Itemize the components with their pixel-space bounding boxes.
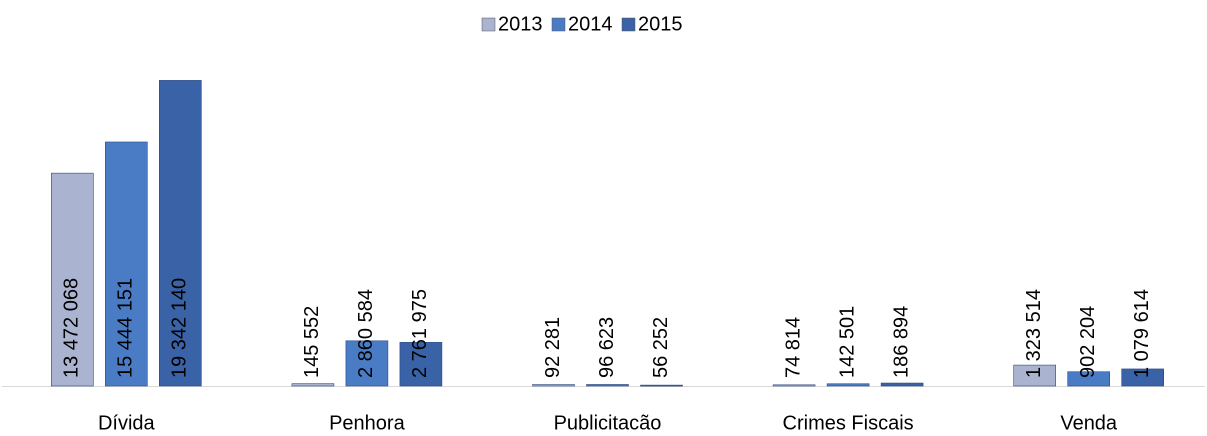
- bar: [532, 384, 575, 387]
- bar: [880, 382, 924, 387]
- value-label: 1 079 614: [1131, 289, 1153, 378]
- legend-label: 2015: [638, 13, 683, 35]
- legend-swatch: [621, 17, 636, 32]
- value-label: 96 623: [596, 317, 618, 378]
- bar: [159, 80, 202, 387]
- bar: [1013, 364, 1057, 387]
- legend-label: 2013: [498, 13, 543, 35]
- value-label: 92 281: [542, 317, 564, 378]
- bar: [345, 340, 389, 387]
- x-tick-label: Penhora: [329, 412, 405, 434]
- legend-label: 2014: [568, 13, 613, 35]
- bar: [105, 141, 148, 387]
- x-tick-label: Dívida: [98, 412, 156, 434]
- bar: [826, 383, 870, 387]
- x-tick-label: Publicitacão: [554, 412, 662, 434]
- legend-swatch: [481, 17, 496, 32]
- bar: [50, 172, 94, 387]
- legend-swatch: [551, 17, 566, 32]
- value-label: 13 472 068: [61, 278, 83, 378]
- bar: [772, 384, 816, 387]
- value-label: 74 814: [782, 317, 804, 378]
- value-label: 2 860 584: [355, 289, 377, 378]
- bar: [586, 384, 629, 387]
- value-label: 902 204: [1077, 306, 1099, 378]
- bar: [1121, 368, 1164, 387]
- x-tick-label: Crimes Fiscais: [783, 412, 914, 434]
- value-label: 2 761 975: [409, 289, 431, 378]
- bar: [399, 342, 443, 387]
- value-label: 142 501: [836, 306, 858, 378]
- value-label: 15 444 151: [115, 278, 137, 378]
- value-label: 19 342 140: [169, 278, 191, 378]
- value-label: 186 894: [890, 306, 912, 378]
- bar: [1067, 371, 1110, 387]
- x-tick-label: Venda: [1060, 412, 1118, 434]
- value-label: 145 552: [301, 306, 323, 378]
- bar: [291, 383, 335, 387]
- value-label: 56 252: [650, 317, 672, 378]
- bar: [640, 384, 683, 387]
- value-label: 1 323 514: [1023, 289, 1045, 378]
